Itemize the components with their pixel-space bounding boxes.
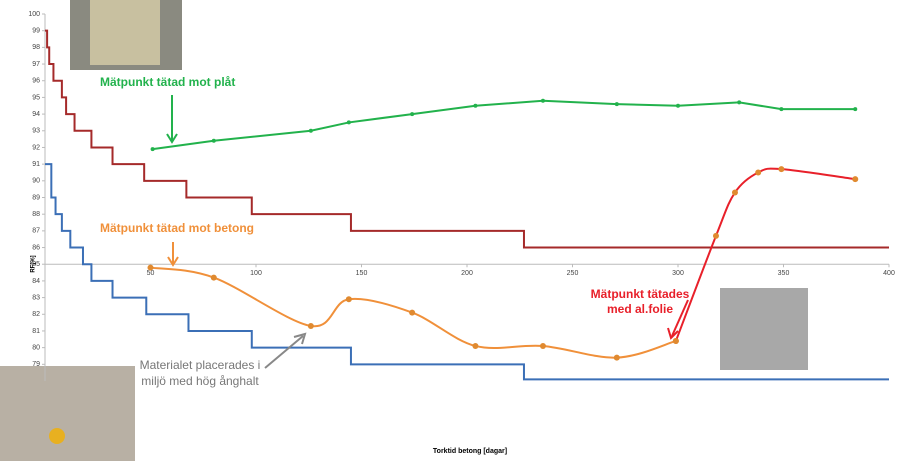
data-point bbox=[779, 107, 784, 112]
data-point bbox=[712, 232, 719, 239]
data-point bbox=[345, 296, 352, 303]
data-point bbox=[731, 189, 738, 196]
x-tick-label: 150 bbox=[356, 270, 368, 277]
data-point bbox=[755, 169, 762, 176]
y-tick-label: 81 bbox=[32, 328, 40, 335]
photo-sensor bbox=[49, 428, 65, 444]
series-line bbox=[45, 29, 889, 249]
series-line bbox=[45, 163, 889, 381]
data-point bbox=[853, 107, 858, 112]
photo bbox=[720, 288, 808, 370]
data-point bbox=[410, 112, 415, 117]
photo-can bbox=[90, 0, 160, 65]
y-tick-label: 100 bbox=[28, 11, 40, 18]
arrow-head bbox=[293, 332, 307, 345]
data-point bbox=[613, 354, 620, 361]
y-tick-label: 86 bbox=[32, 244, 40, 251]
series-line bbox=[674, 167, 856, 342]
y-tick-label: 92 bbox=[32, 144, 40, 151]
data-point bbox=[150, 147, 155, 152]
data-point bbox=[540, 98, 545, 103]
y-tick-label: 89 bbox=[32, 194, 40, 201]
y-tick-label: 98 bbox=[32, 44, 40, 51]
arrow bbox=[671, 299, 689, 337]
y-tick-label: 80 bbox=[32, 344, 40, 351]
data-point bbox=[472, 342, 479, 349]
x-tick-label: 250 bbox=[567, 270, 579, 277]
y-tick-label: 85 bbox=[32, 261, 40, 268]
y-tick-label: 94 bbox=[32, 111, 40, 118]
data-point bbox=[409, 309, 416, 316]
series-label: Mätpunkt tätades bbox=[591, 287, 690, 301]
data-point bbox=[676, 103, 680, 108]
y-tick-label: 96 bbox=[32, 78, 40, 85]
data-point bbox=[346, 120, 351, 125]
y-tick-label: 93 bbox=[32, 128, 40, 135]
annotation: Materialet placerades i bbox=[140, 358, 261, 372]
y-tick-label: 84 bbox=[32, 278, 40, 285]
y-tick-label: 91 bbox=[32, 161, 40, 168]
series-line bbox=[150, 266, 677, 359]
series-label: Mätpunkt tätad mot betong bbox=[100, 221, 254, 235]
y-tick-label: 99 bbox=[32, 28, 40, 35]
data-point bbox=[539, 342, 546, 349]
y-tick-label: 79 bbox=[32, 361, 40, 368]
y-tick-label: 82 bbox=[32, 311, 40, 318]
arrow-head bbox=[167, 256, 179, 267]
y-tick-label: 97 bbox=[32, 61, 40, 68]
data-point bbox=[308, 128, 313, 133]
data-point bbox=[737, 100, 742, 105]
series-label: med al.folie bbox=[607, 302, 673, 316]
series-label: Mätpunkt tätad mot plåt bbox=[100, 75, 235, 89]
annotation: miljö med hög ånghalt bbox=[141, 374, 259, 388]
data-point bbox=[147, 264, 154, 271]
data-point bbox=[473, 103, 478, 108]
y-tick-label: 88 bbox=[32, 211, 40, 218]
arrow bbox=[264, 335, 304, 369]
y-tick-label: 87 bbox=[32, 228, 40, 235]
data-point bbox=[211, 138, 216, 143]
x-tick-label: 350 bbox=[778, 270, 790, 277]
data-point bbox=[614, 102, 619, 107]
x-tick-label: 100 bbox=[250, 270, 262, 277]
data-point bbox=[778, 166, 785, 173]
data-point bbox=[307, 322, 314, 329]
x-tick-label: 300 bbox=[672, 270, 684, 277]
y-tick-label: 95 bbox=[32, 94, 40, 101]
arrow-head bbox=[166, 133, 178, 144]
x-tick-label: 400 bbox=[883, 270, 895, 277]
x-tick-label: 50 bbox=[147, 270, 155, 277]
series-line bbox=[152, 99, 856, 151]
photo bbox=[0, 366, 135, 461]
data-point bbox=[210, 274, 217, 281]
arrow-head bbox=[667, 327, 679, 340]
y-tick-label: 83 bbox=[32, 294, 40, 301]
x-tick-label: 200 bbox=[461, 270, 473, 277]
data-point bbox=[852, 176, 859, 183]
y-axis-label: RF[%] bbox=[31, 255, 37, 272]
data-point bbox=[672, 337, 679, 344]
y-tick-label: 90 bbox=[32, 178, 40, 185]
x-axis-label: Torktid betong [dagar] bbox=[433, 448, 507, 455]
